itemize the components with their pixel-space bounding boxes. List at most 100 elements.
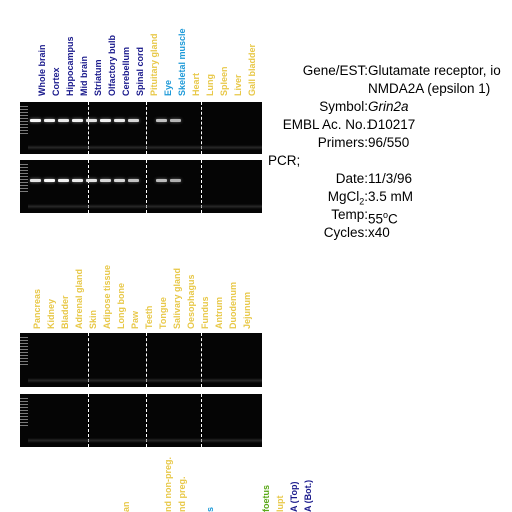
lane-divider <box>88 333 89 387</box>
cycles-key: Cycles: <box>323 225 368 240</box>
gel-band <box>114 119 125 122</box>
gel-band <box>86 179 97 182</box>
lane-label-text: Spleen <box>219 66 229 96</box>
gene-value: Glutamate receptor, io <box>368 63 501 78</box>
primers-key: Primers: <box>317 135 368 150</box>
lane-label: Duodenum <box>225 249 239 329</box>
symbol-value: Grin2a <box>368 99 409 114</box>
gel-band <box>114 179 125 182</box>
lane-divider <box>146 333 147 387</box>
lane-label-text: Skin <box>88 309 98 329</box>
lane-label-text: Striatum <box>93 59 103 96</box>
ladder-mark <box>20 127 28 128</box>
lane-label: Long bone <box>113 249 127 329</box>
ladder-mark <box>20 343 28 344</box>
date-value: 11/3/96 <box>368 171 413 186</box>
primers-row: Primers: 96/550 <box>268 134 512 152</box>
lane-label-text: Mid brain <box>79 56 89 96</box>
ladder-mark <box>20 182 28 183</box>
lane-label: Gall bladder <box>244 16 258 96</box>
gel-band <box>128 119 139 122</box>
gel-band <box>44 179 55 182</box>
lane-label-text: Jejunum <box>242 291 252 329</box>
gel-band <box>156 179 167 182</box>
ladder-mark <box>20 355 28 356</box>
lane-label <box>216 432 230 512</box>
ladder-mark <box>20 416 28 417</box>
ladder-mark <box>20 173 28 174</box>
lane-label-text: Antrum <box>214 297 224 329</box>
lane-divider <box>146 394 147 447</box>
lane-label: nd non-preg. <box>160 432 174 512</box>
lane-label-text: an <box>121 501 131 512</box>
primer-dimer-haze <box>28 145 262 150</box>
lane-divider <box>88 394 89 447</box>
ladder-mark <box>20 170 28 171</box>
lane-label-text: Lung <box>205 74 215 96</box>
ladder-mark <box>20 340 28 341</box>
gel-image-top-1 <box>20 102 262 154</box>
ladder-mark <box>20 407 28 408</box>
temp-key: Temp: <box>331 207 368 222</box>
lane-label <box>188 432 202 512</box>
ladder-mark <box>20 364 28 365</box>
lane-label-text: s <box>205 506 215 512</box>
lane-label: Adipose tissue <box>99 249 113 329</box>
primer-dimer-haze <box>28 204 262 209</box>
lane-label-text: Liver <box>233 74 243 96</box>
lane-divider <box>201 394 202 447</box>
lane-divider <box>88 102 89 154</box>
lane-label <box>146 432 160 512</box>
date-key: Date: <box>335 171 368 186</box>
ladder-mark <box>20 167 28 168</box>
mgcl-key: MgCl2: <box>327 189 368 207</box>
lane-label-text: Hippocampus <box>65 36 75 96</box>
gel-band <box>72 119 83 122</box>
lane-label: Tongue <box>155 249 169 329</box>
lane-label <box>76 432 90 512</box>
lane-label: Oesophagus <box>183 249 197 329</box>
ladder-mark <box>20 130 28 131</box>
embl-value: D10217 <box>368 117 416 132</box>
ladder-mark <box>20 401 28 402</box>
cycles-value: x40 <box>368 225 390 240</box>
date-row: Date: 11/3/96 <box>268 170 512 188</box>
ladder-mark <box>20 109 28 110</box>
symbol-row: Symbol: Grin2a <box>268 98 512 116</box>
ladder-mark <box>20 133 28 134</box>
lane-label: Hippocampus <box>62 16 76 96</box>
lane-label: Skin <box>85 249 99 329</box>
lane-divider <box>201 160 202 213</box>
ladder-mark <box>20 124 28 125</box>
lane-label-text: Pancreas <box>32 288 42 329</box>
lane-label <box>244 432 258 512</box>
lane-divider <box>146 102 147 154</box>
lane-label: Spinal cord <box>132 16 146 96</box>
lane-label <box>132 432 146 512</box>
lane-label-text: nd preg. <box>177 476 187 512</box>
lane-label: Pancreas <box>29 249 43 329</box>
lane-label-text: Cortex <box>51 67 61 96</box>
temp-value: 55oC <box>368 210 398 227</box>
ladder-mark <box>20 115 28 116</box>
lane-label-text: Skeletal muscle <box>177 28 187 96</box>
primer-dimer-haze <box>28 378 262 383</box>
lane-label: Salivary gland <box>169 249 183 329</box>
lane-divider <box>201 333 202 387</box>
ladder-mark <box>20 164 28 165</box>
ladder-mark <box>20 419 28 420</box>
ladder-mark <box>20 191 28 192</box>
ladder-mark <box>20 410 28 411</box>
lane-label: an <box>118 432 132 512</box>
mgcl-row: MgCl2: 3.5 mM <box>268 188 512 207</box>
ladder-mark <box>20 179 28 180</box>
lane-label-text: Duodenum <box>228 282 238 329</box>
lane-label: Olfactory bulb <box>104 16 118 96</box>
lane-label-text: A (Bot.) <box>303 479 313 512</box>
ladder-mark <box>20 413 28 414</box>
lane-label-text: Tongue <box>158 297 168 329</box>
lane-label: nd preg. <box>174 432 188 512</box>
lane-label-text: Teeth <box>144 305 154 329</box>
ladder-mark <box>20 352 28 353</box>
pcr-info-panel: Gene/EST: Glutamate receptor, io NMDA2A … <box>268 62 512 242</box>
